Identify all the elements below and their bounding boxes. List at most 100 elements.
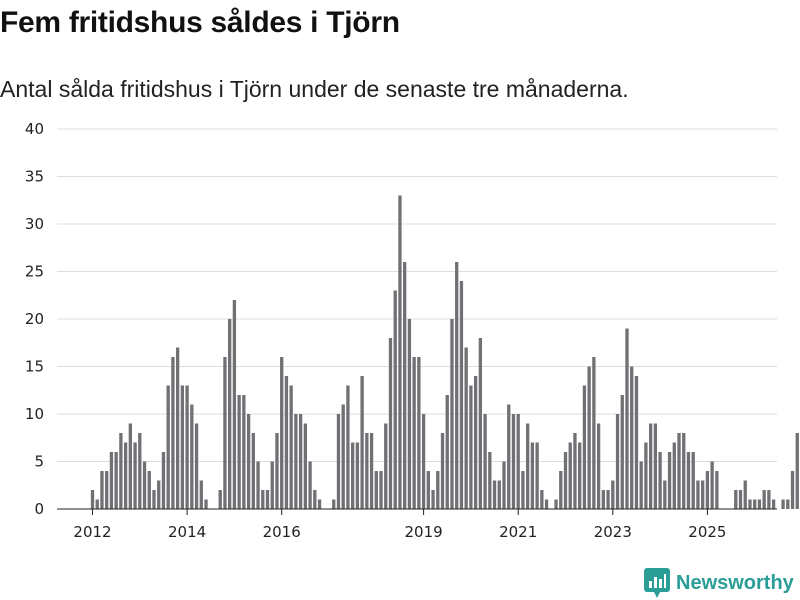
bar <box>795 433 799 509</box>
x-tick-label: 2014 <box>168 523 206 541</box>
bar <box>771 499 776 509</box>
x-tick-label: 2021 <box>499 523 537 541</box>
bar <box>133 442 137 509</box>
bar <box>748 499 752 509</box>
bar <box>734 490 738 509</box>
bar <box>351 442 355 509</box>
bar <box>663 480 667 509</box>
bar <box>123 442 128 509</box>
bar <box>379 471 383 509</box>
y-tick-label: 25 <box>25 263 44 281</box>
bar <box>289 385 293 509</box>
bar <box>388 338 393 509</box>
bar <box>95 499 99 509</box>
bars <box>90 195 799 509</box>
bar <box>790 471 795 509</box>
bar <box>469 385 473 509</box>
bar <box>105 471 109 509</box>
bar <box>701 480 705 509</box>
bar <box>218 490 222 509</box>
bar <box>667 452 672 509</box>
y-tick-label: 35 <box>25 168 44 186</box>
bar <box>767 490 771 509</box>
y-tick-label: 30 <box>25 215 44 233</box>
bar <box>232 300 237 509</box>
bar <box>738 490 743 509</box>
bar <box>223 357 227 509</box>
x-tick-label: 2023 <box>594 523 632 541</box>
bar <box>256 461 260 509</box>
bar <box>369 433 374 509</box>
bar <box>715 471 719 509</box>
bar <box>100 471 104 509</box>
bar <box>265 490 270 509</box>
bar <box>606 490 610 509</box>
bar <box>578 442 582 509</box>
bar <box>677 433 681 509</box>
bar <box>644 442 648 509</box>
bar <box>303 423 307 509</box>
bar <box>592 357 596 509</box>
bar <box>204 499 208 509</box>
brand-name: Newsworthy <box>676 571 794 594</box>
bar <box>563 452 568 509</box>
x-tick-label: 2025 <box>688 523 726 541</box>
bar <box>426 471 430 509</box>
bar <box>355 442 360 509</box>
bar <box>488 452 492 509</box>
bar <box>360 376 364 509</box>
bar <box>781 499 785 509</box>
bar <box>403 262 407 509</box>
bar <box>497 480 501 509</box>
bar <box>786 499 790 509</box>
bar <box>157 480 161 509</box>
bar <box>171 357 175 509</box>
bar <box>540 490 544 509</box>
y-tick-label: 15 <box>25 358 44 376</box>
bar <box>620 395 624 509</box>
bar <box>109 452 114 509</box>
y-tick-label: 40 <box>25 120 44 138</box>
bar <box>743 480 747 509</box>
bar <box>142 461 147 509</box>
bar <box>294 414 298 509</box>
bar <box>672 442 676 509</box>
gridlines <box>57 128 777 462</box>
bar <box>341 404 345 509</box>
bar <box>147 471 151 509</box>
bar <box>251 433 255 509</box>
bar <box>530 442 535 509</box>
bar <box>502 461 506 509</box>
y-tick-label: 5 <box>34 453 44 471</box>
bar <box>630 366 634 509</box>
bar <box>587 366 591 509</box>
bar <box>757 499 762 509</box>
bar <box>298 414 303 509</box>
bar <box>521 471 525 509</box>
bar <box>573 433 577 509</box>
bar <box>190 404 194 509</box>
bar <box>246 414 251 509</box>
bar <box>478 338 483 509</box>
bar <box>544 499 549 509</box>
bar <box>417 357 421 509</box>
bar <box>421 414 426 509</box>
bar <box>615 414 620 509</box>
bar <box>384 423 388 509</box>
bar <box>436 471 440 509</box>
bar <box>682 433 686 509</box>
bar <box>473 376 478 509</box>
bar <box>596 423 601 509</box>
bar <box>625 328 629 509</box>
bar <box>634 376 639 509</box>
bar <box>511 414 516 509</box>
x-tick-label: 2012 <box>73 523 111 541</box>
bar <box>611 480 615 509</box>
bar <box>161 452 166 509</box>
y-tick-label: 10 <box>25 405 44 423</box>
bar <box>450 319 454 509</box>
chart-title: Fem fritidshus såldes i Tjörn <box>0 6 400 39</box>
bar <box>313 490 317 509</box>
